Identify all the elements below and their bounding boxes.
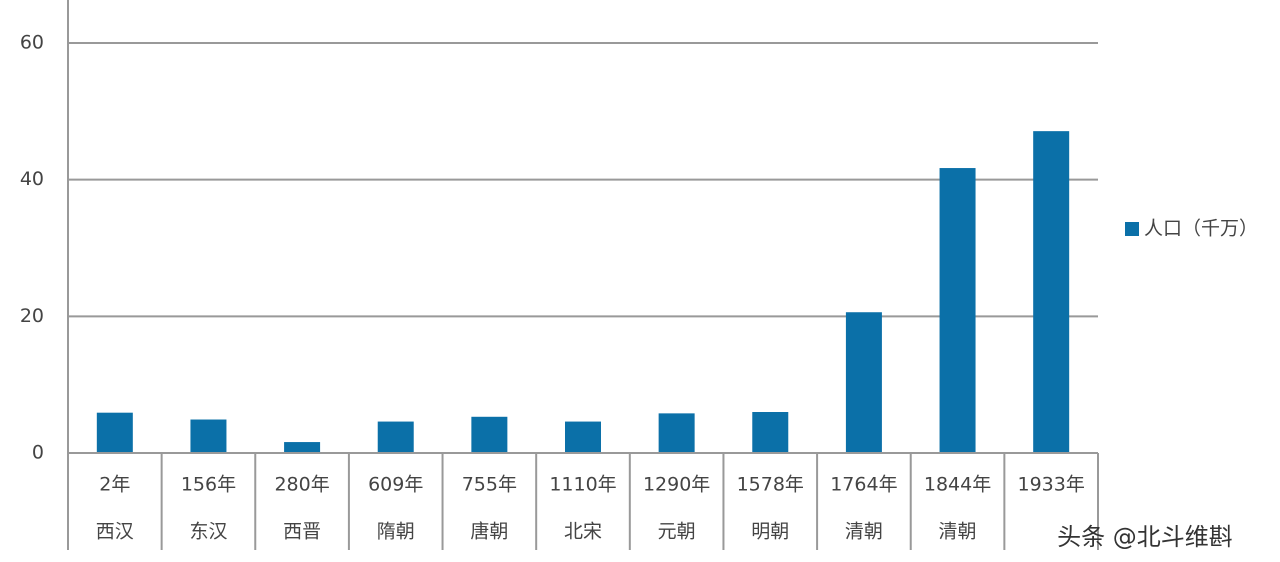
watermark: 头条 @北斗维斟 <box>1057 523 1233 551</box>
y-tick-label: 0 <box>32 442 44 464</box>
bar <box>190 419 227 453</box>
bar <box>752 412 789 453</box>
x-tick-label: 1764年 <box>830 474 897 496</box>
x-tick-label: 755年 <box>462 474 517 496</box>
bar <box>845 312 882 453</box>
x-group-label: 清朝 <box>939 521 977 543</box>
x-tick-label: 1933年 <box>1018 474 1085 496</box>
legend-label: 人口（千万） <box>1144 218 1258 240</box>
x-group-label: 明朝 <box>751 521 789 543</box>
legend-swatch <box>1125 222 1139 236</box>
bar <box>1033 131 1070 453</box>
bar <box>96 412 133 453</box>
bar <box>377 421 414 453</box>
bar <box>658 413 695 453</box>
x-group-label: 清朝 <box>845 521 883 543</box>
x-tick-label: 1290年 <box>643 474 710 496</box>
x-tick-label: 280年 <box>274 474 329 496</box>
bar <box>939 168 976 454</box>
x-tick-label: 609年 <box>368 474 423 496</box>
x-group-label: 隋朝 <box>377 521 415 543</box>
x-tick-label: 1110年 <box>549 474 616 496</box>
x-group-label: 元朝 <box>658 521 696 543</box>
x-group-label: 北宋 <box>564 521 602 543</box>
bar <box>471 416 508 453</box>
x-group-label: 东汉 <box>189 521 227 543</box>
y-tick-label: 60 <box>20 32 44 54</box>
x-group-label: 西汉 <box>96 521 134 543</box>
bar <box>284 442 321 453</box>
x-group-label: 西晋 <box>283 521 321 543</box>
y-tick-label: 20 <box>20 305 44 327</box>
x-group-label: 唐朝 <box>470 521 508 543</box>
y-tick-label: 40 <box>20 168 44 190</box>
x-tick-label: 1844年 <box>924 474 991 496</box>
x-tick-label: 1578年 <box>737 474 804 496</box>
x-tick-label: 156年 <box>181 474 236 496</box>
bar <box>565 421 601 453</box>
x-tick-label: 2年 <box>99 474 130 496</box>
